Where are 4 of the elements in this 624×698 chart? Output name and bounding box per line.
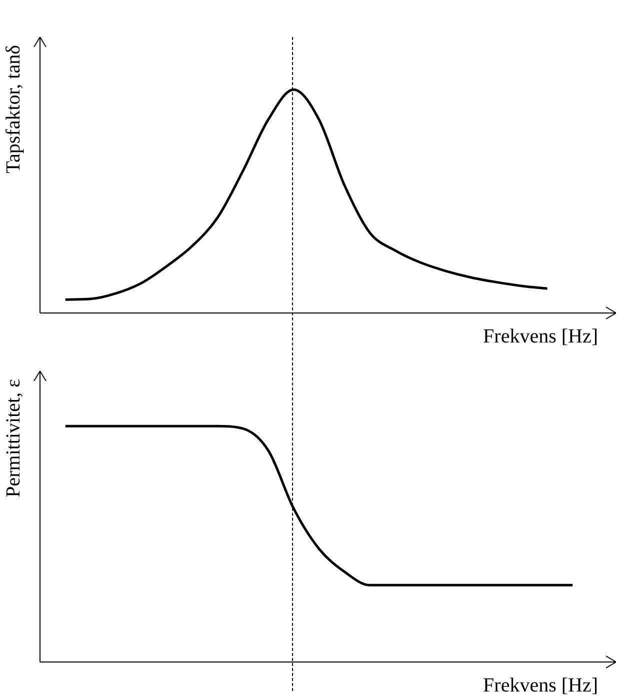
x-axis-title: Frekvens [Hz]	[483, 674, 598, 696]
x-axis-title: Frekvens [Hz]	[483, 325, 598, 348]
y-axis-title: Tapsfaktor, tanδ	[2, 45, 24, 174]
y-axis-title: Permittivitet, ε	[2, 379, 24, 498]
